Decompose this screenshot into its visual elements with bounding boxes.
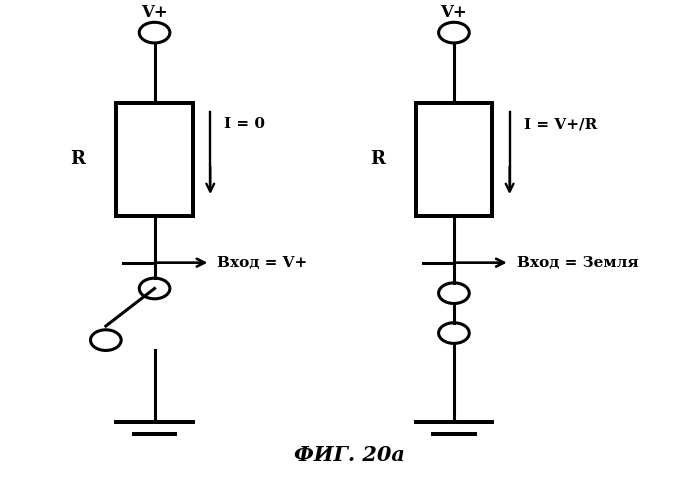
Bar <box>416 103 492 216</box>
Text: I = V+/R: I = V+/R <box>524 117 597 131</box>
Bar <box>116 103 193 216</box>
Text: ФИГ. 20a: ФИГ. 20a <box>294 444 405 465</box>
Text: I = 0: I = 0 <box>224 117 265 131</box>
Text: V+: V+ <box>440 4 468 21</box>
Text: R: R <box>370 150 385 168</box>
Text: Вход = V+: Вход = V+ <box>217 256 308 270</box>
Text: V+: V+ <box>141 4 168 21</box>
Text: Вход = Земля: Вход = Земля <box>517 256 638 270</box>
Text: R: R <box>71 150 85 168</box>
